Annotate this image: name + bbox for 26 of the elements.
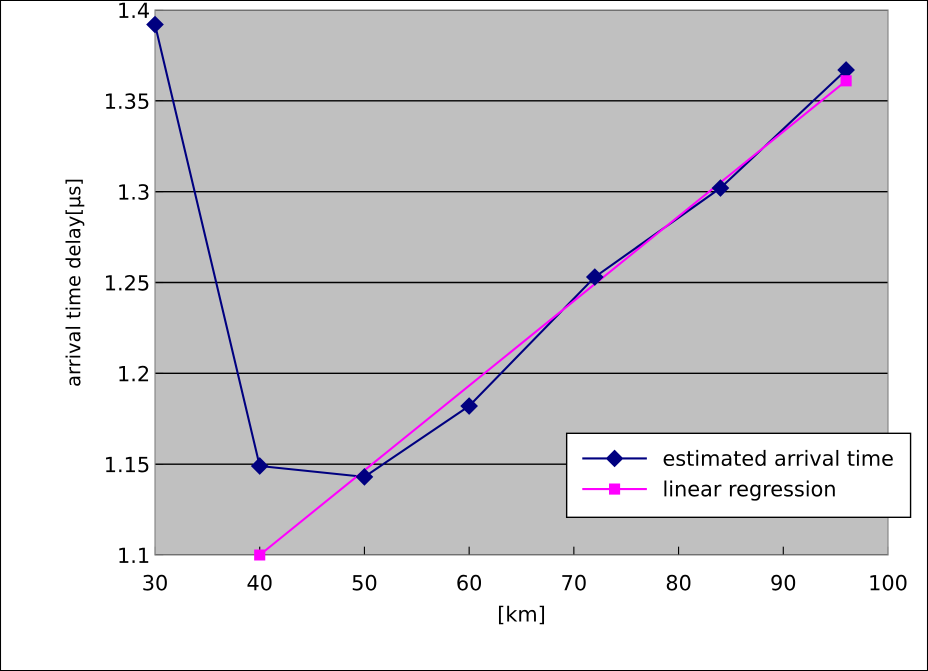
x-tick-label: 50 <box>352 574 376 591</box>
y-tick-label: 1.2 <box>119 366 148 382</box>
y-axis-title: arrival time delay[μs] <box>65 180 84 386</box>
x-tick-label: 30 <box>143 574 167 591</box>
legend-label: estimated arrival time <box>664 450 893 466</box>
point <box>586 268 604 286</box>
x-tick-label: 100 <box>870 574 906 591</box>
legend-label: linear regression <box>664 480 835 501</box>
y-tick-label: 1.25 <box>106 274 148 291</box>
x-tick-label: 90 <box>771 574 796 591</box>
y-tick-label: 1.1 <box>119 548 148 563</box>
y-tick-label: 1.35 <box>106 93 148 110</box>
x-tick-label: 40 <box>247 574 272 591</box>
point <box>254 549 266 561</box>
y-tick-label: 1.4 <box>119 2 149 18</box>
y-tick-label: 1.15 <box>106 456 148 472</box>
point <box>712 179 730 197</box>
point <box>251 457 268 475</box>
x-tick-label: 80 <box>666 574 690 591</box>
x-axis-title: [km] <box>498 606 544 624</box>
point <box>356 468 373 486</box>
y-tick-label: 1.3 <box>119 184 148 200</box>
x-tick-label: 70 <box>562 574 586 591</box>
x-tick-label: 60 <box>457 574 482 591</box>
point <box>460 397 478 415</box>
point <box>840 75 852 86</box>
